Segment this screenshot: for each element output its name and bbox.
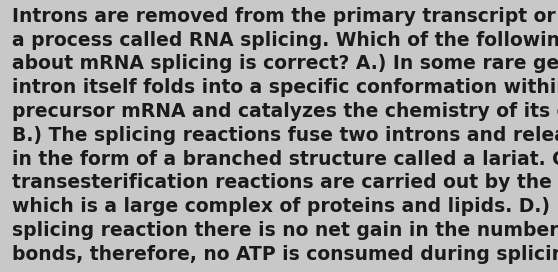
- Text: Introns are removed from the primary transcript or pre-mRNA by
a process called : Introns are removed from the primary tra…: [12, 7, 558, 264]
